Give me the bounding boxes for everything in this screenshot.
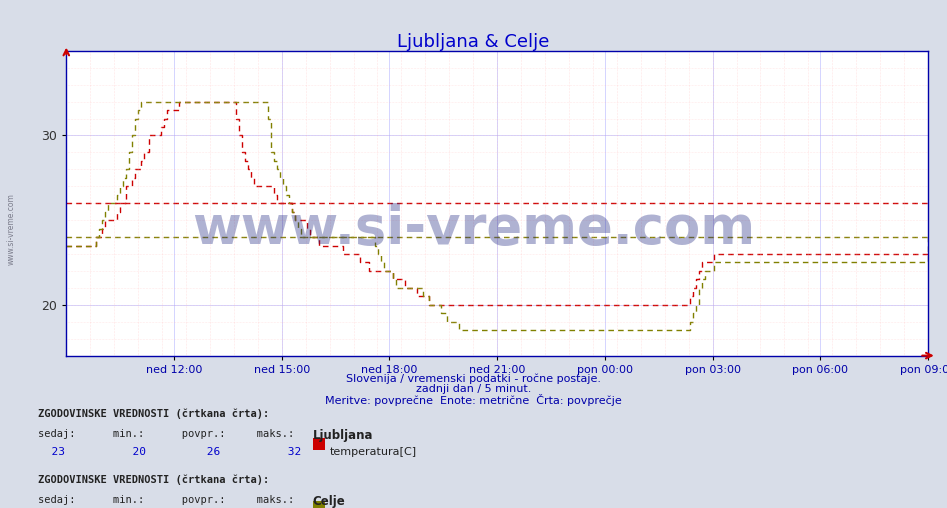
- Text: Ljubljana & Celje: Ljubljana & Celje: [398, 33, 549, 51]
- Text: 23          20         26          32: 23 20 26 32: [38, 447, 301, 457]
- Text: Celje: Celje: [313, 495, 346, 508]
- Text: www.si-vreme.com: www.si-vreme.com: [7, 193, 16, 265]
- Text: zadnji dan / 5 minut.: zadnji dan / 5 minut.: [416, 384, 531, 394]
- Text: www.si-vreme.com: www.si-vreme.com: [192, 203, 755, 255]
- Text: Ljubljana: Ljubljana: [313, 429, 373, 442]
- Text: temperatura[C]: temperatura[C]: [330, 447, 417, 457]
- Text: Slovenija / vremenski podatki - ročne postaje.: Slovenija / vremenski podatki - ročne po…: [346, 373, 601, 384]
- Text: sedaj:      min.:      povpr.:     maks.:: sedaj: min.: povpr.: maks.:: [38, 495, 295, 505]
- Text: ZGODOVINSKE VREDNOSTI (črtkana črta):: ZGODOVINSKE VREDNOSTI (črtkana črta):: [38, 409, 269, 420]
- Text: Meritve: povprečne  Enote: metrične  Črta: povprečje: Meritve: povprečne Enote: metrične Črta:…: [325, 394, 622, 406]
- Text: sedaj:      min.:      povpr.:     maks.:: sedaj: min.: povpr.: maks.:: [38, 429, 295, 439]
- Text: ZGODOVINSKE VREDNOSTI (črtkana črta):: ZGODOVINSKE VREDNOSTI (črtkana črta):: [38, 475, 269, 486]
